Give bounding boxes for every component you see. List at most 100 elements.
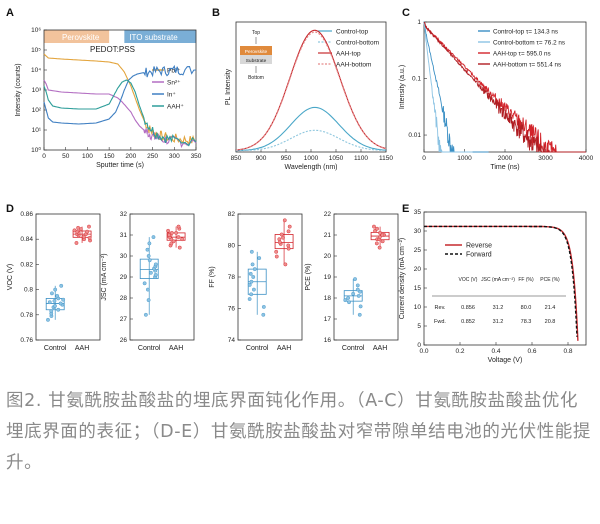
category-label: Control [44, 345, 67, 352]
box [45, 298, 65, 311]
category-label: Control [138, 345, 161, 352]
x-tick-label: 50 [62, 153, 70, 160]
data-point [50, 291, 54, 296]
y-tick-label: 0.78 [20, 312, 33, 319]
data-point [169, 230, 174, 235]
data-point [47, 300, 52, 305]
data-point [145, 247, 150, 252]
data-point [49, 309, 54, 313]
x-axis-label: Wavelength (nm) [284, 164, 337, 171]
y-tick-label: 10⁵ [31, 47, 41, 54]
data-point [53, 287, 58, 292]
y-axis-label: Intensity (a.u.) [399, 65, 406, 109]
legend-entry: AAH-top τ= 595.0 ns [493, 51, 551, 58]
table-header: PCE (%) [540, 277, 560, 283]
y-axis-label: VOC (V) [7, 264, 14, 290]
inset-label-top: Top [252, 30, 260, 36]
data-point [143, 312, 148, 317]
table-row-label: Fwd. [434, 319, 446, 325]
y-tick-label: 25 [414, 247, 422, 254]
legend-entry: Control-top τ= 134.3 ns [493, 29, 558, 36]
data-point [148, 270, 153, 275]
data-point [248, 271, 253, 276]
data-point [176, 235, 181, 240]
y-axis-label: JSC (mA cm⁻²) [101, 253, 108, 300]
legend-entry: AAH⁺ [167, 104, 184, 111]
data-point [171, 239, 176, 244]
series-line [43, 79, 197, 147]
y-tick-label: 0 [417, 342, 421, 349]
table-cell: 20.8 [545, 319, 556, 325]
y-tick-label: 74 [228, 337, 236, 344]
y-tick-label: 15 [414, 285, 422, 292]
series-line [43, 64, 197, 125]
data-point [53, 304, 57, 308]
y-tick-label: 82 [228, 211, 236, 218]
y-tick-label: 10¹ [32, 127, 42, 134]
data-point [261, 305, 266, 309]
y-tick-label: 0.01 [408, 132, 421, 139]
data-point [251, 275, 256, 279]
data-point [355, 283, 360, 288]
x-tick-label: 100 [82, 153, 93, 160]
data-point [287, 224, 292, 229]
legend-entry: Reverse [466, 243, 492, 250]
data-point [283, 262, 288, 267]
data-point [52, 299, 57, 303]
series-line [424, 225, 578, 337]
data-point [72, 228, 77, 233]
x-tick-label: 1050 [329, 155, 344, 162]
x-tick-label: 3000 [538, 155, 553, 162]
data-point [282, 218, 287, 223]
y-tick-label: 10³ [32, 87, 42, 94]
legend-entry: Control-top [336, 29, 369, 36]
x-axis-label: Time (ns) [490, 164, 519, 171]
panel-letter-c: C [402, 7, 410, 19]
data-point [274, 254, 279, 259]
y-tick-label: 80 [228, 243, 236, 250]
x-tick-label: 0.0 [419, 348, 428, 355]
data-point [257, 256, 262, 260]
series-line [236, 106, 387, 152]
y-tick-label: 21 [324, 232, 332, 239]
y-tick-label: 0.1 [412, 76, 421, 83]
series-line [423, 22, 473, 153]
y-axis-label: FF (%) [209, 266, 216, 287]
x-tick-label: 350 [191, 153, 202, 160]
data-point [356, 293, 361, 298]
data-point [145, 287, 150, 292]
table-cell: 31.2 [493, 305, 504, 311]
category-label: AAH [169, 345, 183, 352]
category-label: AAH [277, 345, 291, 352]
series-line [423, 21, 489, 153]
x-tick-label: 1100 [354, 155, 368, 162]
y-tick-label: 78 [228, 274, 236, 281]
x-tick-label: 4000 [579, 155, 594, 162]
y-tick-label: 0.82 [20, 261, 33, 268]
data-point [146, 254, 151, 258]
legend-entry: In⁺ [167, 92, 176, 99]
y-tick-label: 76 [228, 306, 236, 313]
data-point [346, 296, 351, 300]
data-point [357, 312, 362, 317]
perovskite-region-band [44, 30, 110, 43]
data-point [56, 307, 61, 312]
y-tick-label: 5 [417, 323, 421, 330]
table-cell: 31.2 [493, 319, 504, 325]
data-point [380, 239, 385, 244]
inset-label-substrate: Substrate [246, 58, 267, 64]
plot-frame-d1 [35, 213, 101, 341]
data-point [76, 225, 81, 230]
plot-frame-d3 [237, 213, 303, 341]
data-point [146, 298, 151, 302]
data-point [147, 241, 152, 246]
y-axis-label: Intensity (counts) [15, 63, 22, 116]
data-point [286, 243, 291, 248]
data-point [55, 293, 60, 298]
x-tick-label: 850 [231, 155, 242, 162]
data-point [151, 235, 156, 240]
data-point [351, 291, 356, 296]
data-point [252, 267, 257, 272]
table-cell: 0.856 [461, 305, 475, 311]
y-tick-label: 28 [120, 295, 128, 302]
